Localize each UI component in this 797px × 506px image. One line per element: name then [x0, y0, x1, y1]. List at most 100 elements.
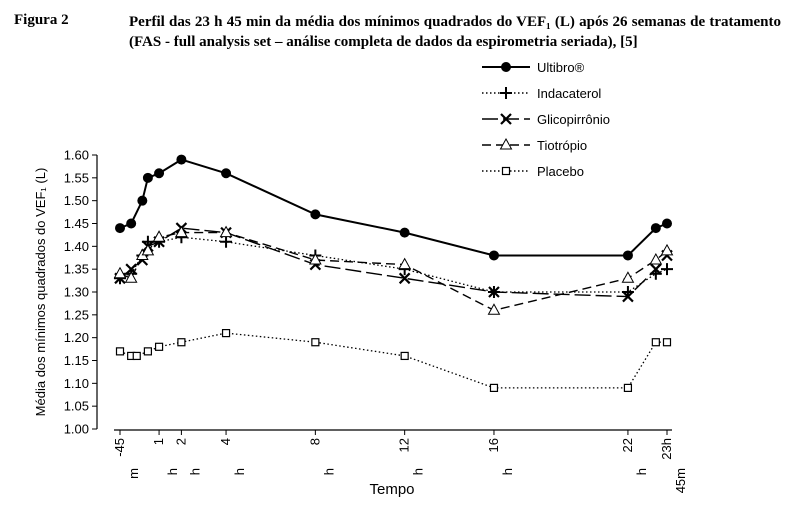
legend-label-3: Tiotrópio: [537, 138, 587, 153]
y-tick-label: 1.20: [64, 330, 89, 345]
svg-text:22: 22: [620, 438, 635, 452]
series-0-point: [176, 154, 187, 165]
series-1-point: [661, 263, 673, 276]
series-0-point: [399, 227, 410, 238]
series-3-point: [152, 230, 166, 242]
svg-text:h: h: [232, 468, 247, 475]
series-4-point: [221, 329, 231, 338]
svg-text:8: 8: [307, 438, 322, 445]
figure-label: Figura 2: [14, 12, 69, 28]
svg-text:h: h: [321, 468, 336, 475]
series-4-point: [623, 383, 633, 392]
y-tick-label: 1.15: [64, 353, 89, 368]
series-3-point: [309, 252, 322, 265]
svg-text:-45: -45: [112, 438, 127, 457]
y-tick-label: 1.50: [64, 193, 89, 208]
legend-marker-2: [500, 113, 512, 125]
legend-entry-0: Ultibro®: [482, 60, 585, 75]
series-2-point: [488, 286, 500, 298]
legend-label-0: Ultibro®: [537, 60, 585, 75]
y-tick-label: 1.00: [64, 422, 89, 437]
series-line-3: [119, 231, 668, 312]
y-tick-label: 1.05: [64, 399, 89, 414]
x-axis-label: Tempo: [369, 481, 414, 498]
y-tick-label: 1.40: [64, 239, 89, 254]
series-line-2: [119, 227, 668, 298]
x-tick-label: 4h: [218, 438, 247, 475]
series-0-point: [142, 172, 153, 183]
series-4-point: [177, 338, 186, 347]
series-4-point: [489, 383, 499, 392]
legend-label-2: Glicopirrônio: [537, 112, 610, 127]
legend-marker-1: [500, 87, 512, 99]
series-3-point: [141, 243, 155, 256]
svg-text:h: h: [165, 468, 180, 475]
series-4-point: [115, 347, 125, 356]
legend-entry-1: Indacaterol: [482, 86, 601, 101]
series-3-point: [113, 266, 127, 279]
chart-axes: 1.00 1.05 1.10 1.15 1.20 1.25 1.30 1.35 1.40 1.45…: [64, 148, 688, 494]
series-2-point: [398, 272, 411, 285]
series-2-point: [622, 290, 634, 303]
svg-text:23h: 23h: [659, 438, 674, 460]
series-3-point: [487, 303, 501, 315]
series-4-point: [154, 342, 164, 351]
y-tick-label: 1.30: [64, 285, 89, 300]
legend-entry-4: Placebo: [482, 164, 584, 179]
series-4-point: [311, 338, 320, 347]
series-line-4: [119, 332, 667, 389]
series-3-point: [124, 271, 138, 283]
series-4-point: [651, 338, 660, 347]
x-tick-label: 22 h: [620, 438, 649, 475]
series-0-point: [662, 218, 672, 229]
svg-text:h: h: [187, 468, 202, 475]
y-tick-label: 1.55: [64, 170, 89, 185]
svg-text:h: h: [500, 468, 515, 475]
svg-text:h: h: [411, 468, 426, 475]
x-tick-label: 12 h: [397, 438, 426, 475]
series-4-point: [143, 347, 153, 356]
svg-text:16: 16: [486, 438, 501, 452]
series-3-point: [219, 225, 233, 238]
chart-plot-area: [113, 154, 674, 392]
series-3-point: [649, 252, 663, 265]
y-axis-label: Média dos mínimos quadrados do VEF₁ (L): [33, 168, 48, 417]
series-0-point: [488, 250, 499, 261]
series-0-point: [650, 223, 661, 234]
legend-label-4: Placebo: [537, 164, 584, 179]
series-line-0: [119, 158, 668, 257]
svg-text:12: 12: [397, 438, 412, 452]
x-tick-label: 2h: [173, 438, 202, 475]
y-tick-label: 1.25: [64, 307, 89, 322]
svg-text:1: 1: [151, 438, 166, 445]
legend-label-1: Indacaterol: [537, 86, 601, 101]
legend-marker-4: [501, 166, 511, 176]
svg-text:h: h: [634, 468, 649, 475]
y-tick-label: 1.45: [64, 216, 89, 231]
y-tick-label: 1.60: [64, 148, 89, 163]
svg-text:45m: 45m: [673, 468, 688, 493]
series-0-point: [622, 250, 633, 261]
series-1-point: [220, 235, 233, 248]
series-4-point: [132, 351, 141, 361]
figure-title: Perfil das 23 h 45 min da média dos míni…: [129, 14, 781, 50]
legend-marker-0: [501, 62, 511, 72]
x-tick-label: -45 m: [112, 438, 141, 479]
svg-text:4: 4: [218, 438, 233, 445]
series-4-point: [400, 351, 409, 361]
series-3-point: [175, 225, 188, 238]
x-tick-label: 16 h: [486, 438, 515, 475]
y-tick-label: 1.10: [64, 376, 89, 391]
series-3-point: [621, 271, 635, 283]
legend-entry-2: Glicopirrônio: [482, 112, 610, 127]
x-tick-label: 8h: [307, 438, 336, 475]
series-0-point: [137, 195, 148, 206]
series-0-point: [310, 209, 321, 220]
series-4-point: [662, 338, 672, 347]
y-tick-label: 1.35: [64, 262, 89, 277]
legend-entry-3: Tiotrópio: [482, 137, 587, 153]
series-3-point: [660, 243, 674, 256]
chart-legend: Ultibro® Indacaterol Glicopirrônio Tiotrópi…: [482, 60, 610, 179]
